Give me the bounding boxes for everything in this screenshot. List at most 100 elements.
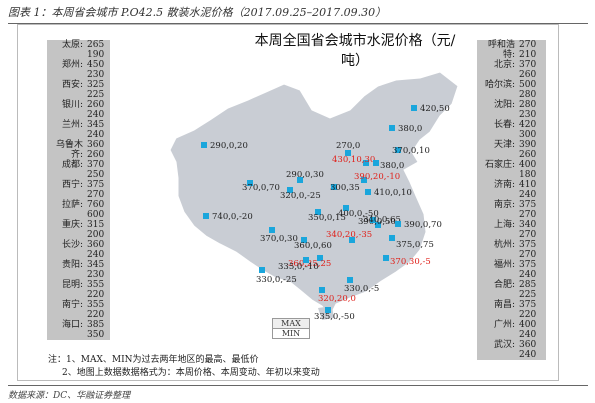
legend-max-min: MAX MIN [272,318,310,339]
city-name: 济南: [493,180,515,190]
city-min-row: 225 [47,90,110,100]
city-name: 拉萨: [61,200,83,210]
city-price-row: 南昌: 375 [477,300,546,310]
city-marker [395,221,401,227]
city-min-price: 230 [519,110,537,120]
city-name: 乌鲁木齐: [55,140,83,160]
city-name: 上海: [493,220,515,230]
city-max-price: 375 [519,260,537,270]
city-marker [343,205,349,211]
left-city-price-panel: 太原: 265 190 郑州: 450 230 西安: 325 225 银川: 260 240 兰州: 3… [47,40,110,340]
city-marker-label: 330,0,-25 [256,275,297,285]
city-min-row: 240 [477,270,546,280]
city-marker [301,237,307,243]
city-min-row: 270 [47,190,110,200]
city-price-row: 杭州: 375 [477,240,546,250]
city-name: 南京: [493,200,515,210]
city-name: 兰州: [61,120,83,130]
city-max-price: 410 [519,180,537,190]
city-marker-label: 400,0,-50 [338,209,379,219]
city-price-row: 西安: 325 [47,80,110,90]
city-price-row: 银川: 260 [47,100,110,110]
city-max-price: 260 [87,100,105,110]
city-marker-label: 380,0 [398,124,422,134]
city-min-price: 220 [87,310,105,320]
city-price-row: 兰州: 345 [47,120,110,130]
city-price-row: 武汉: 360 [477,340,546,350]
city-min-row: 240 [47,250,110,260]
city-min-price: 240 [519,270,537,280]
city-price-row: 广州: 400 [477,320,546,330]
city-min-price: 240 [519,190,537,200]
city-name: 武汉: [493,340,515,350]
city-min-price: 600 [87,210,105,220]
city-max-price: 285 [519,280,537,290]
city-min-price: 240 [87,130,105,140]
city-name: 重庆: [61,220,83,230]
city-price-row: 昆明: 355 [47,280,110,290]
city-min-price: 300 [519,130,537,140]
city-max-price: 370 [87,160,105,170]
city-min-row: 240 [47,130,110,140]
city-marker-label: 390,0,70 [404,220,442,230]
city-min-row: 260 [477,150,546,160]
city-marker [297,177,303,183]
city-marker [325,307,331,313]
city-min-price: 210 [519,50,537,60]
city-max-price: 345 [87,120,105,130]
city-max-price: 355 [87,300,105,310]
city-marker [389,125,395,131]
city-marker-label: 740,0,-20 [212,212,253,222]
city-marker-label: 340,0,65 [363,215,401,225]
city-max-price: 270 [519,40,537,50]
city-marker-label: 370,30,-5 [390,257,431,267]
city-max-price: 500 [519,80,537,90]
city-marker [203,213,209,219]
city-min-price: 180 [519,170,537,180]
city-marker [331,184,337,190]
city-marker [201,142,207,148]
city-marker [389,235,395,241]
city-max-price: 375 [519,240,537,250]
city-max-price: 370 [519,60,537,70]
city-price-row: 郑州: 450 [47,60,110,70]
city-marker [247,180,253,186]
city-name: 西安: [61,80,83,90]
city-name: 石家庄: [484,160,515,170]
city-price-row: 太原: 265 [47,40,110,50]
city-price-row: 海口: 385 [47,320,110,330]
city-marker-label: 410,0,10 [374,188,412,198]
city-min-price: 190 [87,50,105,60]
city-price-row: 石家庄: 400 [477,160,546,170]
city-min-row: 270 [477,250,546,260]
city-price-row: 上海: 340 [477,220,546,230]
city-max-price: 450 [87,60,105,70]
city-min-row: 280 [477,90,546,100]
city-price-row: 南宁: 355 [47,300,110,310]
city-marker-label: 335,0,-50 [314,312,355,322]
city-price-row: 长春: 420 [477,120,546,130]
city-price-row: 重庆: 315 [47,220,110,230]
city-max-price: 390 [519,140,537,150]
city-max-price: 400 [519,320,537,330]
city-marker-label: 370,0,30 [260,234,298,244]
city-min-price: 240 [519,330,537,340]
city-min-row: 250 [47,170,110,180]
city-max-price: 280 [519,100,537,110]
city-price-row: 成都: 370 [47,160,110,170]
city-min-row: 240 [477,330,546,340]
city-min-price: 350 [87,330,105,340]
city-max-price: 400 [519,160,537,170]
city-marker [349,237,355,243]
city-min-price: 270 [519,210,537,220]
city-marker-label: 350,0,15 [308,213,346,223]
city-name: 银川: [61,100,83,110]
city-min-price: 260 [87,150,105,160]
city-price-row: 合肥: 285 [477,280,546,290]
city-min-row: 220 [477,310,546,320]
city-price-row: 天津: 390 [477,140,546,150]
city-marker [317,255,323,261]
city-min-row: 180 [477,170,546,180]
legend-min-label: MIN [272,329,310,339]
city-min-price: 220 [519,310,537,320]
